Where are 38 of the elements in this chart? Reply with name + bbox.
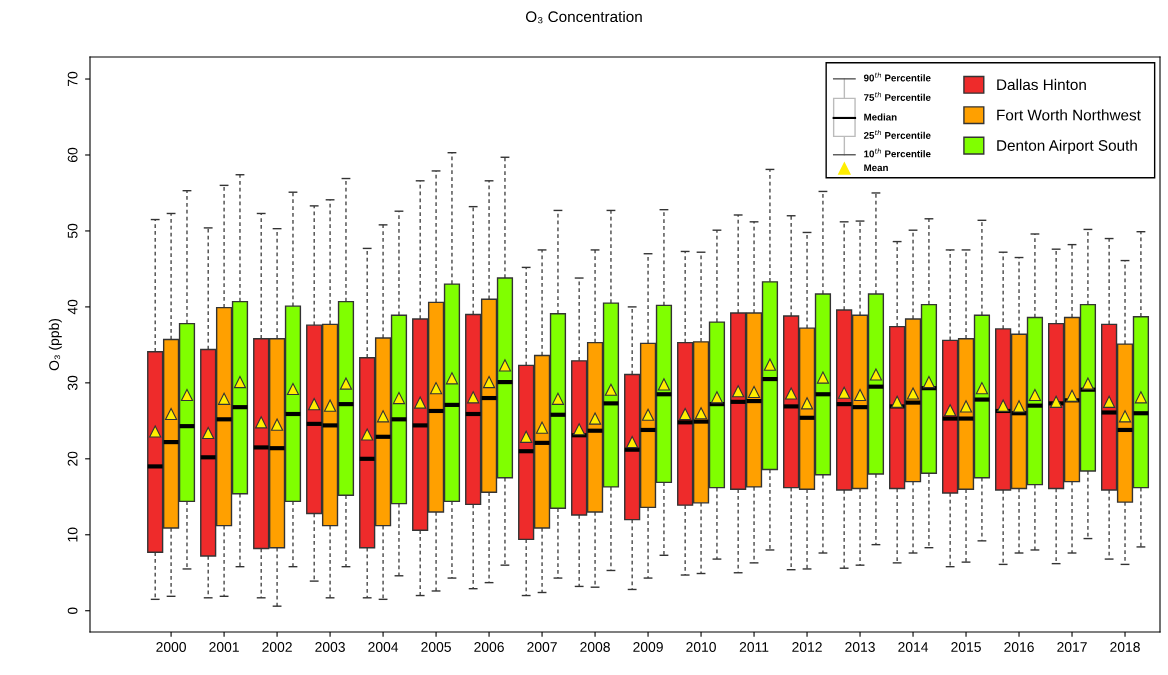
- x-tick-label: 2011: [739, 642, 769, 652]
- x-tick-label: 2017: [1057, 642, 1087, 652]
- annotation: 90$^{th}$ Percentile: [863, 72, 931, 82]
- y-tick-label: 0: [67, 607, 78, 615]
- x-tick-label: 2012: [792, 642, 822, 652]
- legend-label: Denton Airport South: [997, 139, 1137, 154]
- x-tick-label: 2007: [527, 642, 557, 652]
- x-tick-label: 2015: [951, 642, 981, 652]
- y-tick-label: 10: [67, 527, 78, 542]
- annotation: Median: [864, 113, 897, 121]
- x-tick-label: 2014: [898, 642, 929, 652]
- annotation: 75$^{th}$ Percentile: [864, 91, 931, 101]
- y-tick-label: 50: [67, 223, 78, 239]
- x-tick-label: 2016: [1004, 642, 1034, 652]
- x-tick-label: 2010: [686, 642, 716, 652]
- annotation: 25$^{th}$ Percentile: [863, 129, 931, 139]
- x-tick-label: 2009: [633, 642, 663, 652]
- x-tick-label: 2008: [580, 642, 610, 652]
- y-axis-title: O₃ (ppb): [48, 318, 62, 371]
- x-tick-label: 2004: [368, 642, 399, 652]
- x-tick-label: 2003: [315, 642, 345, 652]
- x-tick-label: 2000: [156, 642, 186, 652]
- y-tick-label: 70: [67, 71, 78, 87]
- annotation: Mean: [864, 164, 888, 172]
- y-tick-label: 30: [67, 375, 78, 391]
- x-tick-label: 2005: [421, 642, 451, 652]
- x-tick-label: 2013: [845, 642, 875, 652]
- y-tick-label: 20: [67, 451, 78, 466]
- annotation: 10$^{th}$ Percentile: [864, 148, 931, 158]
- x-tick-label: 2018: [1110, 642, 1140, 652]
- y-tick-label: 40: [67, 299, 78, 315]
- y-tick-label: 60: [67, 147, 78, 162]
- legend-label: Fort Worth Northwest: [997, 109, 1141, 121]
- chart-title: O₃ Concentration: [525, 10, 642, 24]
- legend-label: Dallas Hinton: [997, 78, 1086, 91]
- x-tick-label: 2001: [209, 642, 239, 652]
- x-tick-label: 2002: [262, 642, 292, 652]
- x-tick-label: 2006: [474, 642, 504, 652]
